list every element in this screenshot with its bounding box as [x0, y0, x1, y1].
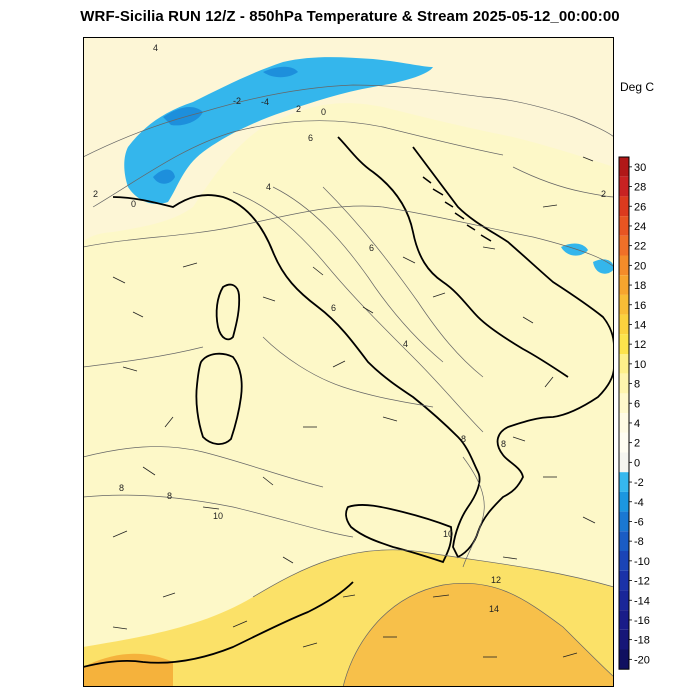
- contour-label: 2: [93, 189, 98, 199]
- temperature-map: 4 -2 -4 2 0 6 2 0 4 6 6 4 2 8 8 8 8 10 1…: [83, 37, 614, 687]
- warm-zone-14: [343, 583, 614, 687]
- colorbar-label: -8: [634, 536, 644, 548]
- contour-label: 2: [296, 104, 301, 114]
- adriatic-coastline: [337, 136, 569, 378]
- colorbar-label: 4: [634, 418, 640, 430]
- contour-label: 6: [308, 133, 313, 143]
- contour-label: 2: [601, 189, 606, 199]
- colorbar-label: 8: [634, 379, 640, 391]
- colorbar-label: 22: [634, 241, 646, 253]
- colorbar-label: -20: [634, 654, 650, 666]
- colorbar-frame: [618, 156, 630, 670]
- colorbar-swatch: [619, 255, 629, 276]
- alps-cold-core-2: [153, 169, 175, 184]
- colorbar-swatch: [619, 157, 629, 177]
- balkan-coastline: [412, 146, 614, 348]
- colorbar-label: -10: [634, 556, 650, 568]
- contour-label: 8: [461, 434, 466, 444]
- contour-label: 14: [489, 604, 499, 614]
- contour-label: 6: [331, 303, 336, 313]
- balkan-cold-zone: [561, 243, 614, 274]
- colorbar-label: -12: [634, 576, 650, 588]
- contour-label: 4: [403, 339, 408, 349]
- colorbar-swatch: [619, 570, 629, 591]
- colorbar-label: 10: [634, 359, 646, 371]
- italy-coastline: [112, 194, 614, 559]
- colorbar-swatch: [619, 413, 629, 433]
- colorbar-label: -6: [634, 516, 644, 528]
- colorbar-swatch: [619, 216, 629, 236]
- colorbar-swatch: [619, 649, 629, 670]
- contour-label: 8: [501, 439, 506, 449]
- colorbar-label: 20: [634, 260, 646, 272]
- colorbar-swatch: [619, 531, 629, 551]
- contour-label: 0: [131, 199, 136, 209]
- colorbar-swatch: [619, 590, 629, 611]
- colorbar-label: 28: [634, 182, 646, 194]
- colorbar-label: -14: [634, 595, 650, 607]
- contour-label: 6: [369, 243, 374, 253]
- sicily-island: [345, 504, 453, 564]
- colorbar-swatch: [619, 472, 629, 492]
- colorbar-swatch: [619, 314, 629, 335]
- colorbar-swatch: [619, 610, 629, 630]
- colorbar-swatch: [619, 629, 629, 650]
- africa-coastline: [83, 581, 354, 668]
- colorbar-swatch: [619, 452, 629, 473]
- colorbar-swatch: [619, 491, 629, 512]
- colorbar-label: -16: [634, 615, 650, 627]
- colorbar-swatch: [619, 354, 629, 374]
- contour-label: -2: [233, 96, 241, 106]
- sardinia-island: [195, 352, 243, 445]
- colorbar-swatch: [619, 235, 629, 256]
- contour-label: 8: [119, 483, 124, 493]
- colorbar-label: 24: [634, 221, 646, 233]
- alps-cold-core: [163, 66, 298, 126]
- colorbar-swatch: [619, 373, 629, 394]
- colorbar-label: 30: [634, 162, 646, 174]
- contour-label: 8: [167, 491, 172, 501]
- contour-label: 12: [491, 575, 501, 585]
- colorbar-label: 14: [634, 319, 646, 331]
- colorbar-swatch: [619, 294, 629, 315]
- colorbar-label: 0: [634, 457, 640, 469]
- colorbar-legend: 302826242220181614121086420-2-4-6-8-10-1…: [618, 156, 650, 670]
- colorbar-swatch: [619, 432, 629, 453]
- colorbar-label: -18: [634, 635, 650, 647]
- colorbar-label: 6: [634, 398, 640, 410]
- contour-label: -4: [261, 97, 269, 107]
- contour-labels: 4 -2 -4 2 0 6 2 0 4 6 6 4 2 8 8 8 8 10 1…: [93, 43, 606, 614]
- colorbar-swatch: [619, 176, 629, 197]
- colorbar-label: -4: [634, 497, 644, 509]
- map-frame: [83, 37, 614, 687]
- colorbar-swatch: [619, 196, 629, 217]
- colorbar-label: 2: [634, 438, 640, 450]
- colorbar-swatch: [619, 551, 629, 571]
- colorbar-swatch: [619, 275, 629, 295]
- units-label: Deg C: [620, 80, 655, 94]
- colorbar-label: 26: [634, 201, 646, 213]
- contour-label: 10: [443, 529, 453, 539]
- alps-cold-zone: [124, 57, 433, 204]
- colorbar-swatch: [619, 511, 629, 532]
- colorbar-swatch: [619, 334, 629, 354]
- dalmatian-islands: [422, 176, 492, 242]
- contour-label: 0: [321, 107, 326, 117]
- cool-zone-light: [83, 37, 614, 242]
- contour-label: 4: [153, 43, 158, 53]
- colorbar-swatch: [619, 393, 629, 414]
- colorbar-label: -2: [634, 477, 644, 489]
- colorbar-label: 12: [634, 339, 646, 351]
- corsica-island: [215, 283, 241, 341]
- contour-label: 10: [213, 511, 223, 521]
- map-title: WRF-Sicilia RUN 12/Z - 850hPa Temperatur…: [80, 8, 620, 25]
- contour-label: 4: [266, 182, 271, 192]
- stream-lines: [112, 156, 596, 658]
- colorbar-label: 16: [634, 300, 646, 312]
- colorbar-label: 18: [634, 280, 646, 292]
